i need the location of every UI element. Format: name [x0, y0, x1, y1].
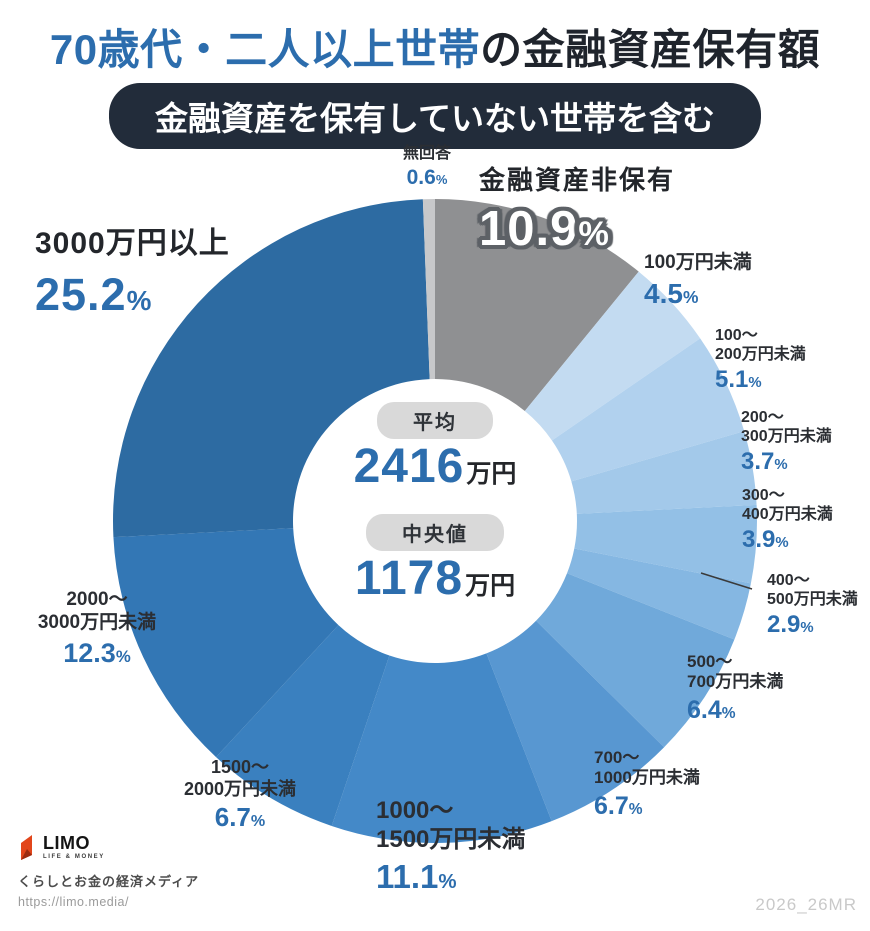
- median-value: 1178万円: [285, 551, 585, 606]
- donut-segment-10: [113, 528, 339, 758]
- average-pill: 平均: [377, 402, 493, 439]
- page-title: 70歳代・二人以上世帯の金融資産保有額: [0, 16, 870, 77]
- footer-tagline: くらしとお金の経済メディア: [18, 874, 200, 889]
- limo-flame-icon: [21, 835, 32, 860]
- subtitle-pill: 金融資産を保有していない世帯を含む: [108, 83, 762, 149]
- donut-segment-3: [571, 431, 757, 514]
- average-unit: 万円: [466, 460, 517, 488]
- donut-segment-7: [486, 620, 665, 822]
- brand-logo: LIMO LIFE & MONEY: [18, 834, 199, 861]
- leader-line: [700, 572, 753, 590]
- footer-url: https://limo.media/: [18, 895, 129, 909]
- page-title-rest: の金融資産保有額: [480, 26, 821, 73]
- brand-name: LIMO: [43, 833, 90, 853]
- footer: LIMO LIFE & MONEY くらしとお金の経済メディア https://…: [18, 834, 199, 909]
- average-value: 2416万円: [285, 440, 585, 494]
- donut-segment-11: [113, 199, 430, 538]
- median-pill: 中央値: [366, 513, 504, 551]
- donut-segment-6: [536, 573, 735, 748]
- brand-subtitle: LIFE & MONEY: [43, 854, 105, 860]
- donut-segment-8: [331, 653, 552, 844]
- page-title-highlight: 70歳代・二人以上世帯: [49, 26, 481, 73]
- donut-segment-2: [551, 338, 745, 482]
- watermark: 2026_26MR: [755, 895, 857, 914]
- median-number: 1178: [354, 551, 464, 605]
- donut-segments: [113, 199, 757, 844]
- average-number: 2416: [353, 440, 465, 493]
- donut-segment-1: [524, 271, 701, 441]
- donut-center: 平均 2416万円 中央値 1178万円: [285, 402, 585, 606]
- donut-segment-5: [567, 548, 751, 640]
- donut-segment-0: [435, 199, 639, 412]
- donut-segment-12: [422, 199, 435, 380]
- median-unit: 万円: [465, 571, 516, 600]
- donut-segment-4: [574, 504, 757, 584]
- donut-segment-9: [216, 625, 390, 826]
